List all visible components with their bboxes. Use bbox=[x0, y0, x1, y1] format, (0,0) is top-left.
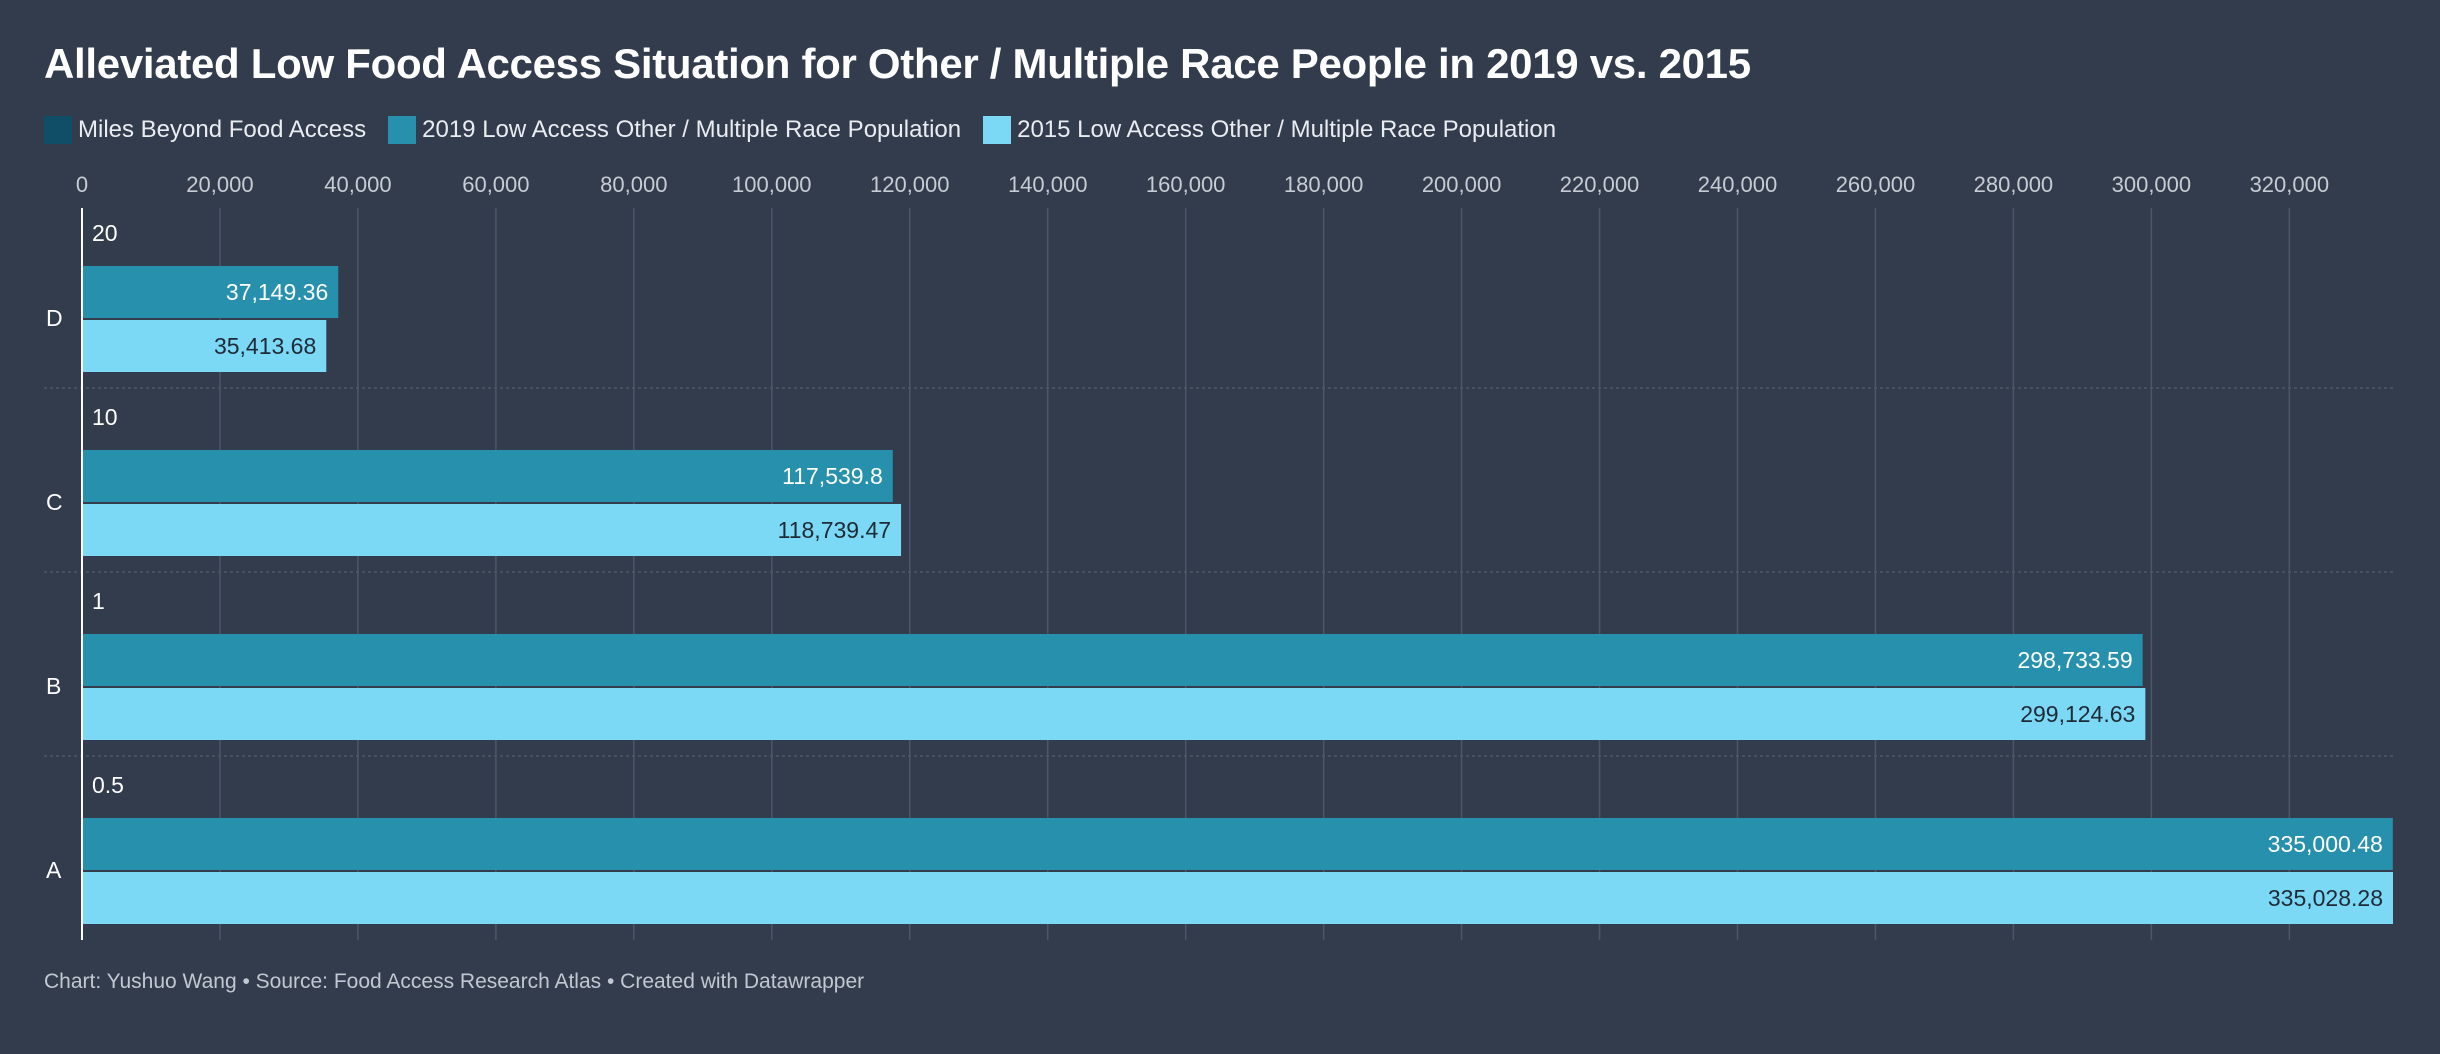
bar-value-label-2015: 118,739.47 bbox=[778, 517, 891, 543]
miles-label: 1 bbox=[92, 588, 105, 614]
legend-label-miles: Miles Beyond Food Access bbox=[78, 116, 367, 143]
chart-title: Alleviated Low Food Access Situation for… bbox=[44, 40, 1751, 87]
category-label: B bbox=[46, 673, 61, 699]
x-tick-label: 40,000 bbox=[324, 172, 391, 197]
legend-swatch-miles bbox=[44, 116, 72, 144]
x-tick-label: 0 bbox=[76, 172, 88, 197]
bar-value-label-2019: 37,149.36 bbox=[226, 279, 328, 305]
x-tick-label: 160,000 bbox=[1146, 172, 1226, 197]
bar-2015 bbox=[82, 872, 2393, 924]
x-tick-label: 140,000 bbox=[1008, 172, 1088, 197]
bar-2015 bbox=[82, 320, 327, 372]
chart-legend: Miles Beyond Food Access 2019 Low Access… bbox=[44, 112, 1578, 148]
x-tick-label: 280,000 bbox=[1974, 172, 2054, 197]
bar-2019 bbox=[82, 634, 2143, 686]
category-label: A bbox=[46, 857, 62, 883]
legend-item-miles: Miles Beyond Food Access bbox=[44, 116, 366, 144]
bar-value-label-2015: 299,124.63 bbox=[2020, 701, 2135, 727]
legend-item-2015: 2015 Low Access Other / Multiple Race Po… bbox=[983, 116, 1556, 144]
x-tick-label: 240,000 bbox=[1698, 172, 1778, 197]
bar-value-label-2015: 35,413.68 bbox=[214, 333, 316, 359]
x-tick-label: 220,000 bbox=[1560, 172, 1640, 197]
x-tick-label: 120,000 bbox=[870, 172, 950, 197]
bar-2015 bbox=[82, 504, 902, 556]
x-tick-label: 260,000 bbox=[1836, 172, 1916, 197]
legend-label-2015: 2015 Low Access Other / Multiple Race Po… bbox=[1017, 116, 1557, 143]
legend-item-2019: 2019 Low Access Other / Multiple Race Po… bbox=[388, 116, 961, 144]
category-label: D bbox=[46, 305, 63, 331]
bar-value-label-2019: 298,733.59 bbox=[2018, 647, 2133, 673]
x-tick-label: 320,000 bbox=[2250, 172, 2330, 197]
x-tick-label: 300,000 bbox=[2112, 172, 2192, 197]
legend-swatch-2019 bbox=[388, 116, 417, 144]
miles-label: 0.5 bbox=[92, 772, 124, 798]
x-tick-label: 80,000 bbox=[600, 172, 667, 197]
x-tick-label: 180,000 bbox=[1284, 172, 1364, 197]
x-tick-label: 200,000 bbox=[1422, 172, 1502, 197]
bar-value-label-2015: 335,028.28 bbox=[2268, 885, 2383, 911]
x-tick-label: 60,000 bbox=[462, 172, 529, 197]
chart-footer: Chart: Yushuo Wang • Source: Food Access… bbox=[44, 970, 865, 993]
legend-label-2019: 2019 Low Access Other / Multiple Race Po… bbox=[422, 116, 962, 143]
legend-swatch-2015 bbox=[983, 116, 1012, 144]
bar-value-label-2019: 117,539.8 bbox=[782, 463, 883, 489]
x-tick-label: 20,000 bbox=[186, 172, 253, 197]
category-label: C bbox=[46, 489, 63, 515]
bar-2019 bbox=[82, 266, 339, 318]
miles-label: 10 bbox=[92, 404, 118, 430]
bar-2019 bbox=[82, 818, 2393, 870]
bar-value-label-2019: 335,000.48 bbox=[2268, 831, 2383, 857]
miles-label: 20 bbox=[92, 220, 118, 246]
bar-2019 bbox=[82, 450, 893, 502]
bar-2015 bbox=[82, 688, 2146, 740]
x-tick-label: 100,000 bbox=[732, 172, 812, 197]
